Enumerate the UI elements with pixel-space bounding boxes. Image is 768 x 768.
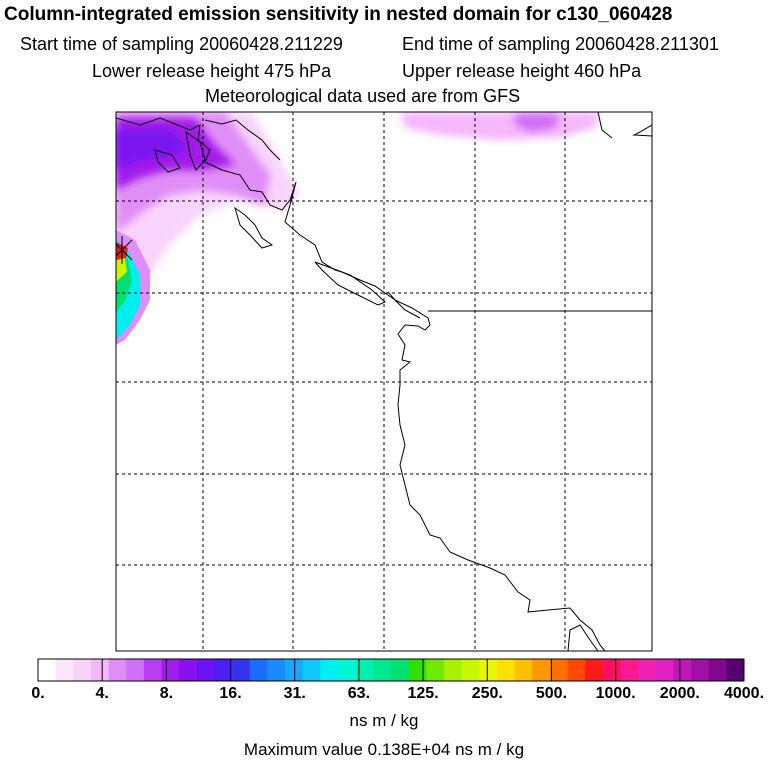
colorbar-cell [320, 659, 339, 681]
colorbar-cell [567, 659, 586, 681]
figure-title: Column-integrated emission sensitivity i… [4, 4, 673, 25]
colorbar-cell [55, 659, 74, 681]
colorbar-cell [108, 659, 127, 681]
colorbar-cell [461, 659, 480, 681]
colorbar-cell [408, 659, 427, 681]
sensitivity-patch-north-core [515, 114, 560, 132]
sensitivity-field [116, 112, 652, 651]
coastline-fjord [632, 124, 652, 137]
colorbar-tick-label: 1000. [595, 685, 636, 702]
colorbar-cell [496, 659, 515, 681]
colorbar-cell [373, 659, 392, 681]
map-frame [115, 111, 653, 652]
upper-release-label: Upper release height 460 hPa [402, 61, 642, 81]
colorbar-tick-label: 63. [347, 685, 371, 702]
colorbar-cell [638, 659, 657, 681]
colorbar-cell [514, 659, 533, 681]
coastline-island [234, 206, 274, 249]
lower-release-label: Lower release height 475 hPa [92, 61, 332, 81]
colorbar-tick-label: 500. [535, 685, 568, 702]
colorbar-cell [655, 659, 674, 681]
colorbar-cell [355, 659, 374, 681]
colorbar-cell [443, 659, 462, 681]
colorbar-cell [196, 659, 215, 681]
colorbar-cell [620, 659, 639, 681]
colorbar-cell [179, 659, 198, 681]
colorbar-cell [479, 659, 498, 681]
colorbar-tick-label: 8. [159, 685, 174, 702]
maximum-value-label: Maximum value 0.138E+04 ns m / kg [243, 740, 525, 759]
coastline-main [116, 117, 606, 651]
colorbar-tick-label: 250. [471, 685, 503, 702]
colorbar-frame [37, 658, 745, 682]
coastline-fjord [204, 119, 281, 161]
sensitivity-plume-core [116, 130, 190, 170]
colorbar-cell [585, 659, 604, 681]
colorbar-tick-label: 2000. [659, 685, 700, 702]
colorbar-tick-label: 31. [283, 685, 306, 702]
start-time-label: Start time of sampling 20060428.211229 [20, 34, 343, 54]
colorbar-cell [673, 659, 692, 681]
colorbar-cell [549, 659, 568, 681]
coastline-island [154, 149, 181, 173]
colorbar-cell [391, 659, 409, 681]
coastline-island [185, 130, 206, 171]
coastline-inlet [387, 291, 421, 319]
colorbar-tick-label: 125. [407, 685, 439, 702]
colorbar-cell [691, 659, 709, 681]
colorbar-cell [267, 659, 286, 681]
grid-lines [116, 112, 652, 651]
colorbar-units: ns m / kg [349, 711, 419, 730]
colorbar-cell [602, 659, 621, 681]
colorbar-cell [161, 659, 180, 681]
colorbar-cell [708, 659, 727, 681]
coastline-bay [567, 624, 599, 651]
colorbar-cell [214, 659, 233, 681]
colorbar-cell [143, 659, 162, 681]
colorbar-cell [126, 659, 145, 681]
colorbar-cell [90, 659, 109, 681]
colorbar-cell [285, 659, 304, 681]
colorbar-cell [73, 659, 92, 681]
colorbar-cell [532, 659, 551, 681]
colorbar-cell [338, 659, 356, 681]
colorbar-cell [38, 659, 56, 681]
colorbar-cell [232, 659, 251, 681]
colorbar-tick-label: 16. [219, 685, 242, 702]
colorbar-tick-label: 4000. [723, 685, 765, 702]
colorbar-tick-label: 4. [95, 685, 109, 702]
coastline-fjord [597, 112, 613, 139]
release-point-marker [116, 236, 133, 264]
coastline-island [314, 261, 386, 306]
colorbar-cell [426, 659, 445, 681]
met-data-label: Meteorological data used are from GFS [205, 86, 521, 106]
colorbar-cell [726, 659, 745, 681]
end-time-label: End time of sampling 20060428.211301 [402, 34, 719, 54]
colorbar-tick-label: 0. [31, 685, 45, 702]
colorbar-cell [249, 659, 268, 681]
colorbar-cell [302, 659, 321, 681]
coastline [116, 112, 652, 651]
